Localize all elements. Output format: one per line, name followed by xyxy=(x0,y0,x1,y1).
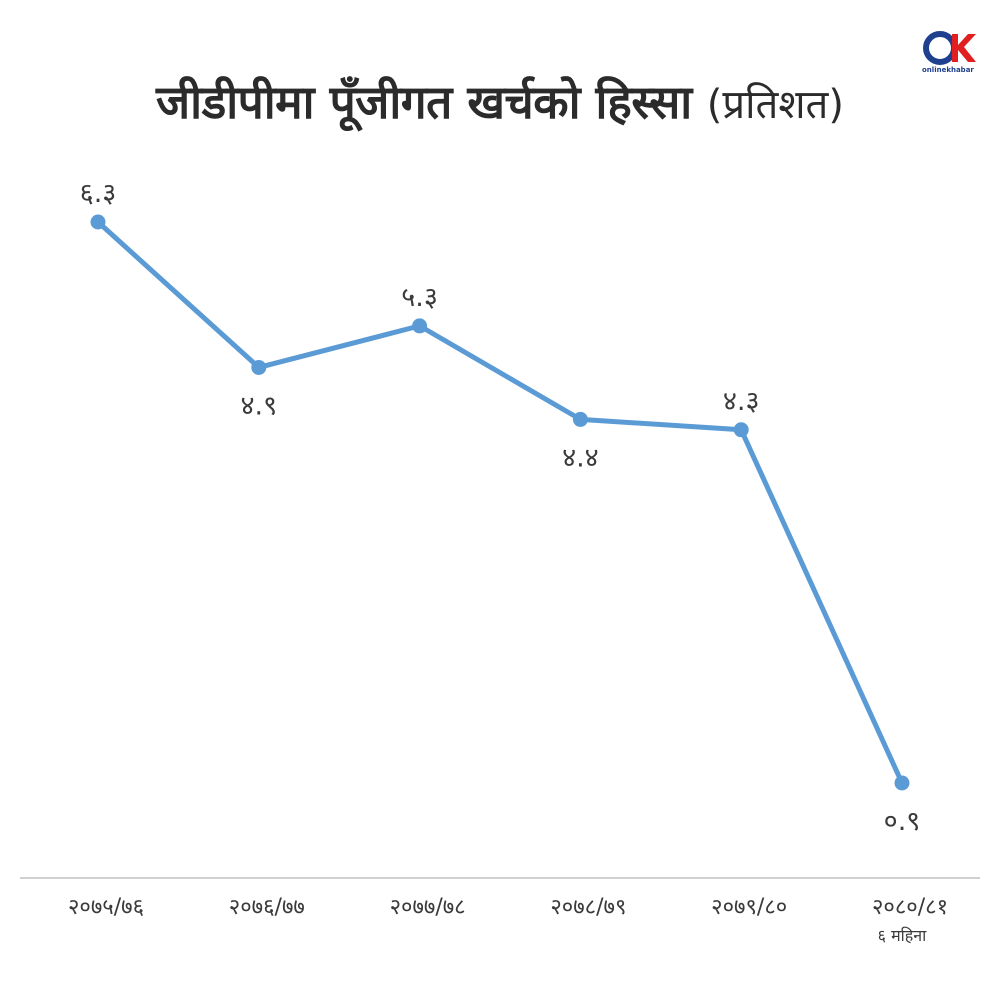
data-label: ०.९ xyxy=(884,806,921,837)
chart-title-main: जीडीपीमा पूँजीगत खर्चको हिस्सा xyxy=(156,75,692,129)
data-points xyxy=(90,214,910,791)
data-point xyxy=(894,775,910,791)
logo-mark-icon xyxy=(923,31,976,65)
data-label: ४.४ xyxy=(562,442,599,473)
data-point xyxy=(572,411,588,427)
onlinekhabar-logo: onlinekhabar xyxy=(920,30,980,78)
x-tick-label: २०७६/७७ xyxy=(229,895,305,920)
data-label: ४.९ xyxy=(240,390,277,421)
x-tick-label: २०७७/७८ xyxy=(390,895,466,920)
x-tick-label: २०८०/८१ xyxy=(872,895,948,920)
series-line xyxy=(95,219,905,786)
x-tick-label: २०७८/७९ xyxy=(550,895,626,920)
data-label: ६.३ xyxy=(80,178,117,209)
data-label: ४.३ xyxy=(723,386,760,417)
data-point xyxy=(251,359,267,375)
x-tick-label: २०७५/७६ xyxy=(68,895,144,920)
x-tick-note: ६ महिना xyxy=(878,926,927,945)
data-point xyxy=(733,422,749,438)
data-point xyxy=(90,214,106,230)
chart-title-unit: (प्रतिशत) xyxy=(706,82,844,128)
data-labels: ६.३ ४.९ ५.३ ४.४ ४.३ ०.९ xyxy=(80,178,921,837)
chart-title: जीडीपीमा पूँजीगत खर्चको हिस्सा (प्रतिशत) xyxy=(0,70,1000,132)
data-label: ५.३ xyxy=(401,282,438,313)
x-tick-labels: २०७५/७६ २०७६/७७ २०७७/७८ २०७८/७९ २०७९/८० २०८०/… xyxy=(68,895,948,945)
x-tick-label: २०७९/८० xyxy=(711,895,787,920)
logo-text: onlinekhabar xyxy=(922,66,974,74)
data-point xyxy=(412,318,428,334)
